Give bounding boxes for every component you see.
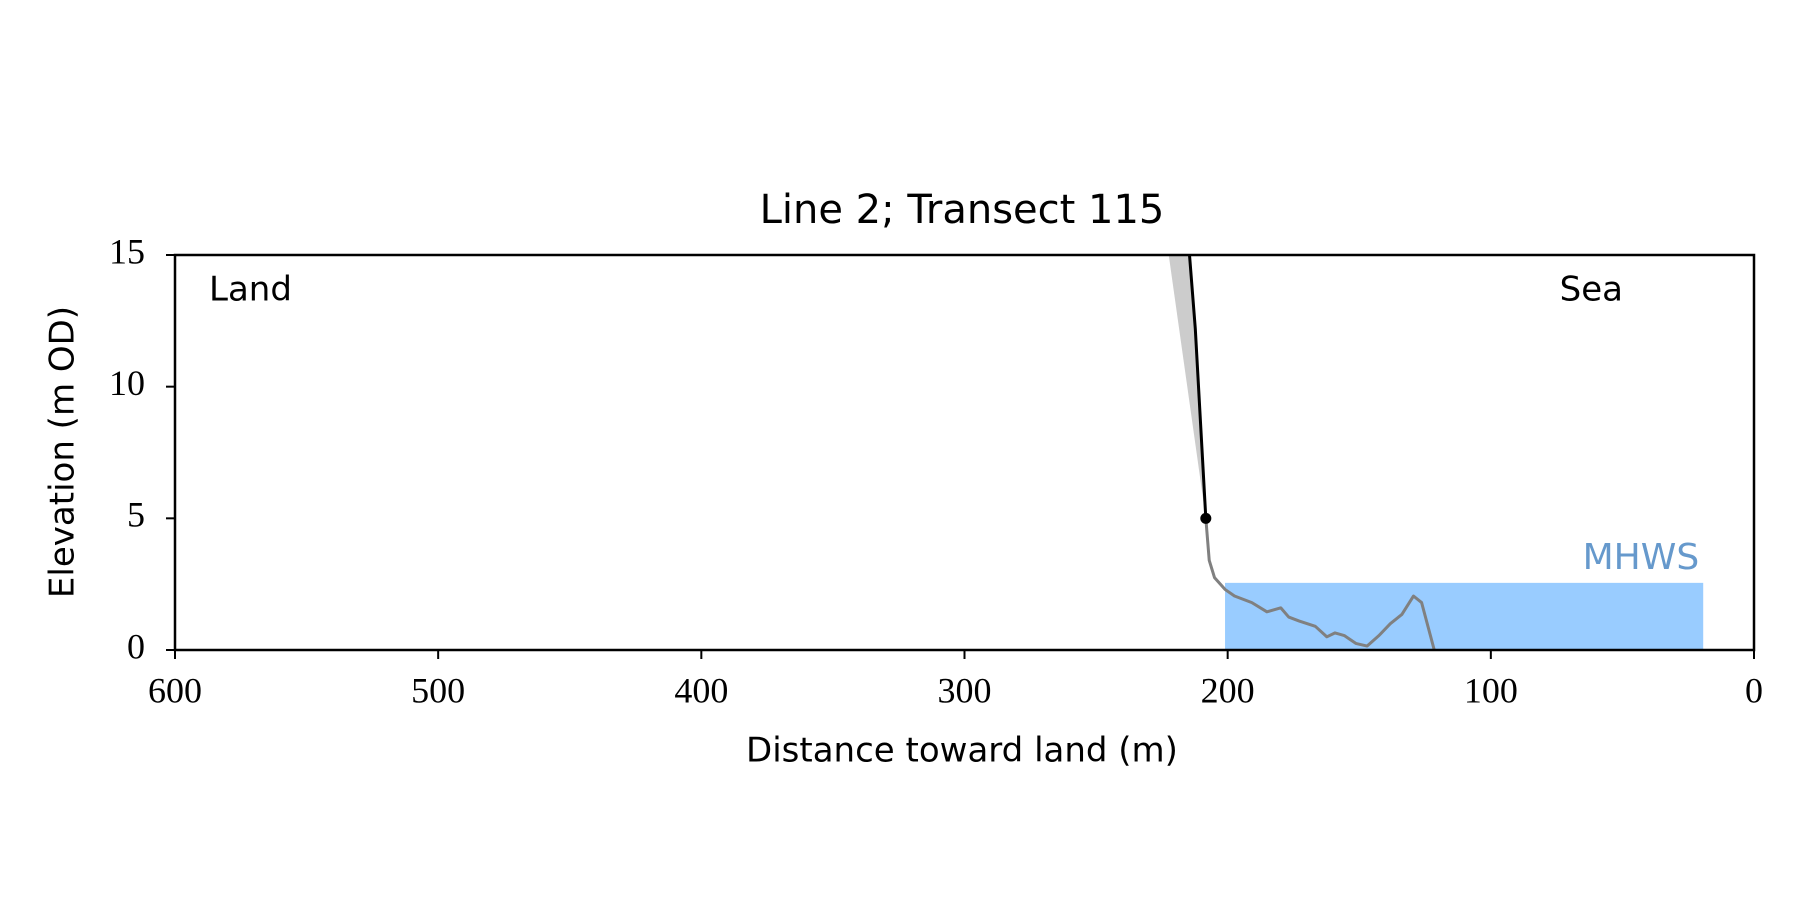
- annotation: Sea: [1560, 270, 1623, 310]
- x-tick-label: 200: [1201, 670, 1255, 710]
- x-tick-label: 600: [148, 670, 202, 710]
- band-label: MHWS: [1583, 537, 1700, 578]
- profile-line: [1188, 254, 1208, 519]
- x-tick-label: 500: [411, 670, 465, 710]
- x-tick-label: 400: [674, 670, 728, 710]
- point: [1200, 512, 1212, 524]
- chart-title: Line 2; Transect 115: [760, 187, 1165, 233]
- y-tick-label: 5: [127, 495, 145, 535]
- profile-line: [1204, 518, 1436, 651]
- mhws-band: [1225, 582, 1704, 650]
- uncertainty-wedge: [1168, 255, 1206, 519]
- annotation: Land: [209, 270, 292, 310]
- x-tick-label: 100: [1464, 670, 1518, 710]
- y-axis-label: Elevation (m OD): [43, 306, 83, 598]
- x-tick-label: 0: [1745, 670, 1763, 710]
- x-axis-label: Distance toward land (m): [746, 731, 1178, 771]
- y-tick-label: 0: [127, 626, 145, 666]
- x-tick-label: 300: [938, 670, 992, 710]
- y-tick-label: 10: [109, 363, 145, 403]
- y-tick-label: 15: [109, 231, 145, 271]
